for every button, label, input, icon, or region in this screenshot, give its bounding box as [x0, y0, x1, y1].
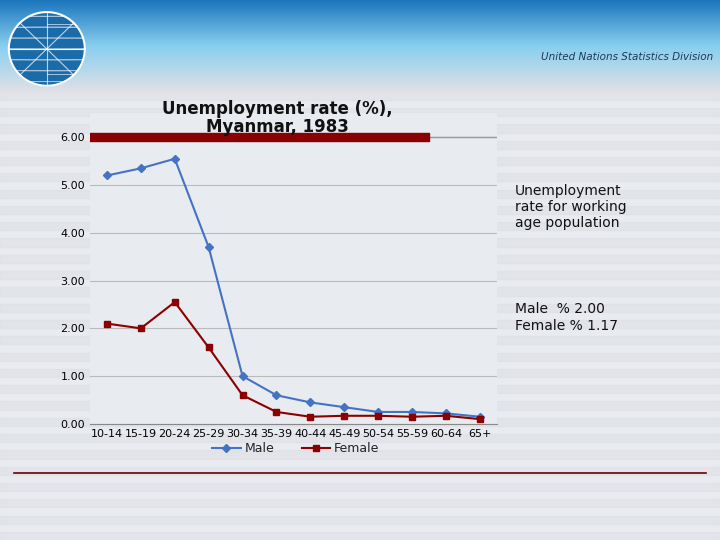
Text: Myanmar, 1983: Myanmar, 1983: [206, 118, 348, 136]
Bar: [0, 434, 720, 442]
Female: [204, 344, 213, 350]
Female: [306, 414, 315, 420]
Bar: [0, 157, 720, 165]
Bar: [0, 369, 720, 377]
Bar: [0, 206, 720, 214]
Bar: [0, 222, 720, 231]
Male: [137, 165, 145, 172]
Bar: [0, 141, 720, 149]
Bar: [0, 353, 720, 361]
Bar: [0, 532, 720, 540]
Female: [475, 416, 484, 422]
Bar: [0, 516, 720, 524]
Female: [103, 320, 112, 327]
Bar: [0, 303, 720, 312]
Male: [306, 399, 315, 406]
Bar: [0, 336, 720, 345]
Male: [204, 244, 213, 251]
Female: [171, 299, 179, 305]
Bar: [0, 190, 720, 198]
Bar: [0, 108, 720, 116]
Line: Male: Male: [104, 156, 483, 420]
Text: Unemployment
rate for working
age population: Unemployment rate for working age popula…: [515, 184, 626, 230]
Bar: [0, 467, 720, 475]
Male: [103, 172, 112, 179]
Text: Unemployment rate (%),: Unemployment rate (%),: [162, 100, 392, 118]
Text: Male  % 2.00
Female % 1.17: Male % 2.00 Female % 1.17: [515, 302, 618, 333]
Line: Female: Female: [104, 299, 483, 422]
Male: [340, 404, 348, 410]
Text: United Nations Statistics Division: United Nations Statistics Division: [541, 52, 713, 62]
Bar: [0, 255, 720, 263]
Male: [374, 409, 382, 415]
Bar: [0, 92, 720, 100]
Bar: [0, 287, 720, 295]
Bar: [0, 500, 720, 508]
Bar: [0, 173, 720, 181]
Female: [238, 392, 247, 399]
Bar: [0, 385, 720, 393]
Text: Female: Female: [334, 442, 379, 455]
Female: [137, 325, 145, 332]
Male: [272, 392, 281, 399]
Bar: [0, 483, 720, 491]
Female: [441, 413, 450, 419]
Female: [272, 409, 281, 415]
Male: [171, 156, 179, 162]
Female: [408, 414, 416, 420]
Bar: [0, 450, 720, 458]
Male: [441, 410, 450, 417]
Bar: [0, 239, 720, 247]
Text: Male: Male: [245, 442, 274, 455]
Bar: [0, 124, 720, 132]
Male: [408, 409, 416, 415]
Female: [340, 413, 348, 419]
Bar: [0, 320, 720, 328]
Male: [475, 414, 484, 420]
Polygon shape: [9, 12, 85, 86]
Bar: [0, 401, 720, 410]
Bar: [0, 418, 720, 426]
Male: [238, 373, 247, 380]
Bar: [0, 271, 720, 279]
Female: [374, 413, 382, 419]
